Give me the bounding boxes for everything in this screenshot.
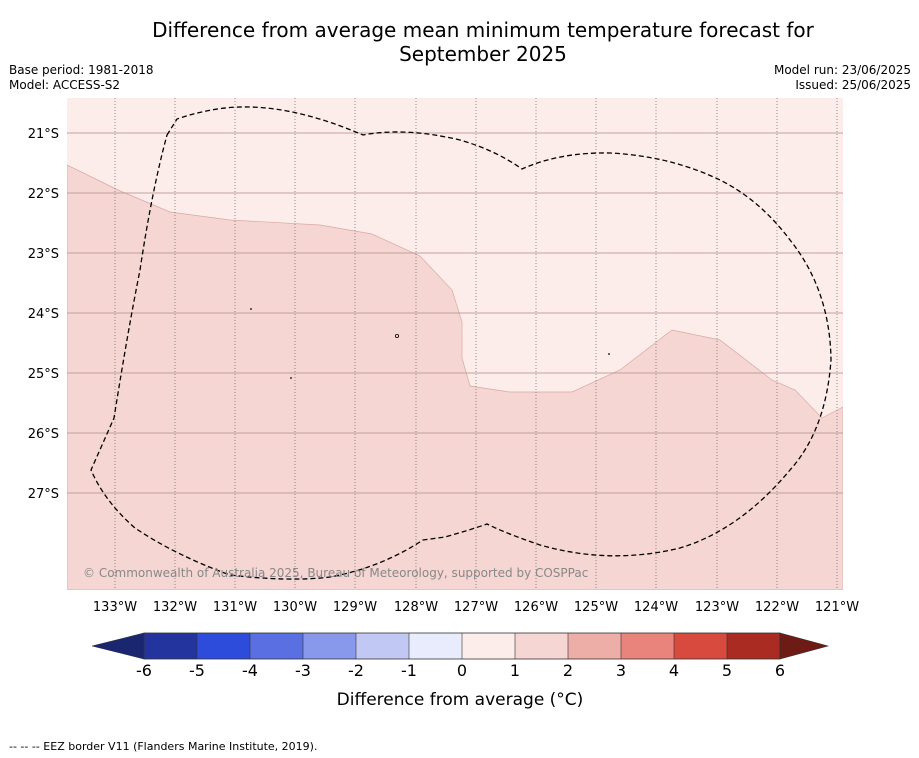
colorbar-tick-label: -2 bbox=[348, 661, 364, 680]
lon-label: 127°W bbox=[454, 600, 498, 615]
meta-right: Model run: 23/06/2025 Issued: 25/06/2025 bbox=[774, 63, 911, 93]
island-dot bbox=[290, 377, 292, 379]
colorbar-title: Difference from average (°C) bbox=[337, 690, 584, 710]
map-area: © Commonwealth of Australia 2025, Bureau… bbox=[67, 98, 843, 590]
lat-label: 21°S bbox=[28, 127, 59, 142]
graticule bbox=[114, 98, 838, 590]
lon-label: 123°W bbox=[695, 600, 739, 615]
island-dot bbox=[250, 308, 252, 310]
colorbar-tick-label: 5 bbox=[722, 661, 732, 680]
model-run: Model run: 23/06/2025 bbox=[773, 63, 911, 77]
lat-label: 25°S bbox=[28, 367, 59, 382]
lat-axis-labels: 21°S 22°S 23°S 24°S 25°S 26°S 27°S bbox=[28, 127, 59, 502]
lat-label: 26°S bbox=[28, 427, 59, 442]
lon-label: 125°W bbox=[574, 600, 618, 615]
colorbar-swatch bbox=[515, 633, 568, 659]
lon-label: 133°W bbox=[93, 600, 137, 615]
anomaly-region-1-2 bbox=[67, 164, 843, 590]
lat-label: 22°S bbox=[28, 187, 59, 202]
colorbar-tick-label: 3 bbox=[616, 661, 626, 680]
colorbar-swatch bbox=[409, 633, 462, 659]
lon-label: 122°W bbox=[755, 600, 799, 615]
lon-label: 130°W bbox=[273, 600, 317, 615]
lat-label: 23°S bbox=[28, 247, 59, 262]
colorbar-tick-label: -1 bbox=[401, 661, 417, 680]
colorbar-extend-low bbox=[91, 632, 145, 660]
map-title: Difference from average mean minimum tem… bbox=[0, 18, 919, 66]
title-line-2: September 2025 bbox=[399, 42, 567, 66]
latitude-lines bbox=[67, 132, 843, 494]
colorbar-tick-label: -4 bbox=[242, 661, 258, 680]
eez-legend-note: -- -- -- EEZ border V11 (Flanders Marine… bbox=[9, 740, 318, 753]
colorbar-tick-label: 6 bbox=[775, 661, 785, 680]
base-period: Base period: 1981-2018 bbox=[9, 63, 154, 77]
colorbar-swatch bbox=[250, 633, 303, 659]
colorbar-swatch bbox=[462, 633, 515, 659]
colorbar-tick-label: 0 bbox=[457, 661, 467, 680]
lat-label: 24°S bbox=[28, 307, 59, 322]
colorbar-swatch bbox=[356, 633, 409, 659]
colorbar-tick-label: -3 bbox=[295, 661, 311, 680]
colorbar-tick-label: 1 bbox=[510, 661, 520, 680]
colorbar-dividers bbox=[196, 633, 728, 659]
lon-label: 128°W bbox=[394, 600, 438, 615]
lon-label: 132°W bbox=[153, 600, 197, 615]
colorbar-swatch bbox=[144, 633, 197, 659]
lon-label: 121°W bbox=[815, 600, 859, 615]
copyright-text: © Commonwealth of Australia 2025, Bureau… bbox=[83, 566, 588, 580]
lon-label: 129°W bbox=[333, 600, 377, 615]
colorbar: -6 -5 -4 -3 -2 -1 0 1 2 3 4 5 6 Differen… bbox=[91, 632, 830, 710]
colorbar-swatch bbox=[727, 633, 780, 659]
colorbar-tick-label: 4 bbox=[669, 661, 679, 680]
colorbar-tick-label: -6 bbox=[136, 661, 152, 680]
colorbar-swatch bbox=[303, 633, 356, 659]
colorbar-extend-high bbox=[779, 632, 830, 660]
lon-label: 124°W bbox=[634, 600, 678, 615]
title-line-1: Difference from average mean minimum tem… bbox=[152, 18, 814, 42]
colorbar-ticks: -6 -5 -4 -3 -2 -1 0 1 2 3 4 5 6 bbox=[136, 661, 785, 680]
colorbar-tick-label: -5 bbox=[189, 661, 205, 680]
colorbar-swatch bbox=[674, 633, 727, 659]
model-name: Model: ACCESS-S2 bbox=[9, 78, 121, 92]
colorbar-tick-label: 2 bbox=[563, 661, 573, 680]
meta-left: Base period: 1981-2018 Model: ACCESS-S2 bbox=[9, 63, 154, 93]
issued-date: Issued: 25/06/2025 bbox=[795, 78, 911, 92]
lon-label: 131°W bbox=[213, 600, 257, 615]
lat-label: 27°S bbox=[28, 487, 59, 502]
colorbar-swatch bbox=[568, 633, 621, 659]
colorbar-swatch bbox=[197, 633, 250, 659]
island-dot bbox=[608, 353, 610, 355]
colorbar-swatch bbox=[621, 633, 674, 659]
island-dot bbox=[394, 333, 399, 338]
lon-axis-labels: 133°W 132°W 131°W 130°W 129°W 128°W 127°… bbox=[93, 600, 859, 615]
lon-label: 126°W bbox=[514, 600, 558, 615]
